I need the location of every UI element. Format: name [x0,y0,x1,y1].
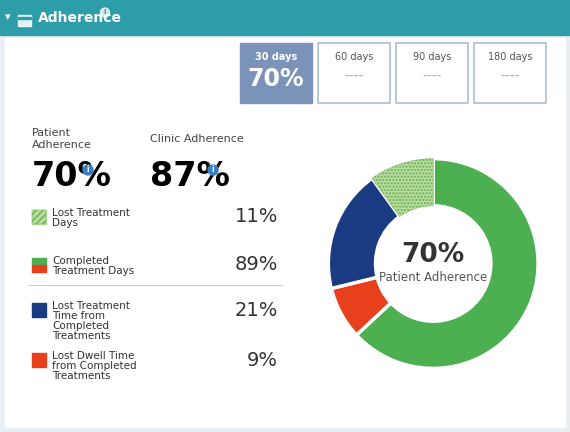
Text: Completed: Completed [52,321,109,331]
Text: 90 days: 90 days [413,52,451,62]
Text: i: i [211,165,214,175]
Text: Completed: Completed [52,256,109,266]
Text: ----: ---- [344,70,364,84]
Text: 70%: 70% [402,242,465,268]
Bar [396,43,468,103]
Text: 30 days: 30 days [255,52,297,62]
Text: ▾: ▾ [5,13,11,22]
Text: Clinic Adherence: Clinic Adherence [150,134,244,144]
Bar [32,210,46,224]
Text: Lost Treatment: Lost Treatment [52,208,130,218]
Bar [0,0,570,35]
Bar [32,210,46,224]
Text: 21%: 21% [235,301,278,320]
Bar [396,43,468,103]
Text: Adherence: Adherence [38,10,122,25]
Bar [32,265,46,272]
Text: 9%: 9% [247,350,278,369]
Circle shape [83,165,93,175]
Text: 70%: 70% [32,161,112,194]
Bar [318,43,390,103]
Wedge shape [356,159,538,368]
Text: 89%: 89% [235,255,278,274]
Text: Lost Treatment: Lost Treatment [52,301,130,311]
Circle shape [208,165,218,175]
Bar [474,43,546,103]
Bar [318,43,390,103]
Bar [32,303,46,317]
Text: Time from: Time from [52,311,105,321]
Text: 87%: 87% [150,161,230,194]
Bar [474,43,546,103]
Bar [240,43,312,103]
Text: 70%: 70% [248,67,304,91]
Text: i: i [87,165,89,175]
Bar [32,353,46,367]
Text: Treatments: Treatments [52,331,111,341]
Text: Treatments: Treatments [52,371,111,381]
Text: 11%: 11% [235,207,278,226]
Text: Patient Adherence: Patient Adherence [379,271,487,284]
Bar [32,258,46,265]
Text: Days: Days [52,218,78,228]
Text: Lost Dwell Time: Lost Dwell Time [52,351,135,361]
Text: ----: ---- [500,70,520,84]
Bar [18,15,31,26]
Text: ----: ---- [422,70,442,84]
Bar [20,115,290,377]
Text: Patient: Patient [32,128,71,138]
Text: Treatment Days: Treatment Days [52,266,135,276]
Text: i: i [104,10,106,16]
Text: from Completed: from Completed [52,361,137,371]
Wedge shape [372,159,433,217]
Text: 180 days: 180 days [488,52,532,62]
Text: 60 days: 60 days [335,52,373,62]
Circle shape [100,8,109,17]
Text: Adherence: Adherence [32,140,92,150]
Wedge shape [328,178,400,289]
Bar [18,17,31,19]
Wedge shape [331,277,391,335]
